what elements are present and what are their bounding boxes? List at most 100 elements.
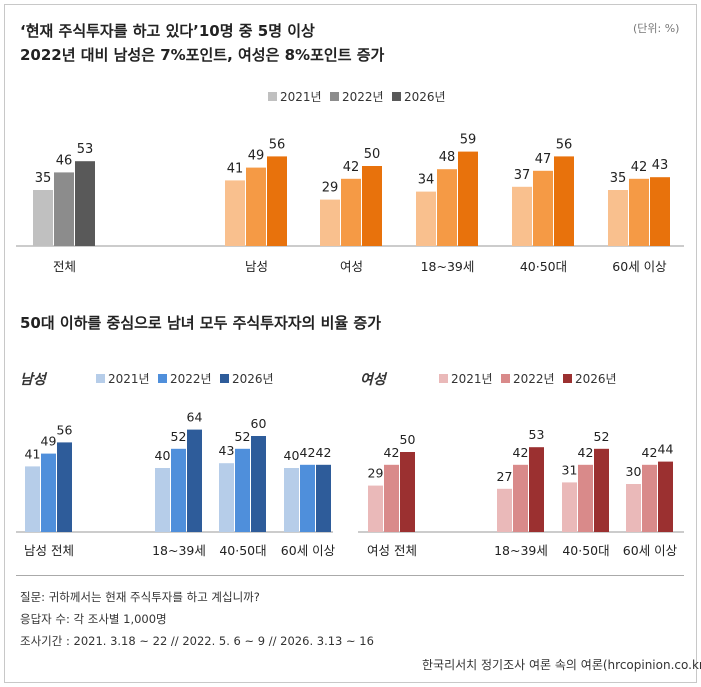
data-label: 31 (562, 462, 578, 477)
data-label: 42 (631, 160, 648, 175)
legend-label: 2021년 (108, 372, 150, 386)
bar (594, 448, 609, 532)
data-label: 60 (251, 416, 267, 431)
category-label: 18~39세 (421, 259, 475, 274)
data-label: 35 (610, 171, 627, 186)
panel-label: 남성 (20, 372, 48, 388)
bar (533, 170, 553, 246)
bar (171, 448, 186, 532)
bar (384, 464, 399, 532)
data-label: 35 (35, 171, 52, 186)
bar (629, 178, 649, 246)
bar (608, 190, 628, 246)
category-label: 전체 (53, 259, 76, 274)
category-label: 18~39세 (152, 543, 206, 558)
bar (658, 461, 673, 532)
legend-label: 2021년 (280, 90, 322, 104)
data-label: 64 (187, 410, 203, 425)
bar (187, 429, 202, 532)
data-label: 56 (57, 422, 73, 437)
data-label: 49 (41, 434, 57, 449)
bar (512, 186, 532, 246)
legend-label: 2022년 (170, 372, 212, 386)
chart-frame (4, 4, 697, 683)
bar (650, 177, 670, 246)
footer-divider (16, 575, 684, 576)
bar (284, 468, 299, 532)
legend-swatch (392, 92, 401, 101)
legend-label: 2022년 (342, 90, 384, 104)
data-label: 42 (316, 445, 332, 460)
data-label: 42 (343, 160, 360, 175)
bar (513, 464, 528, 532)
bar (400, 452, 415, 532)
bar (251, 436, 266, 532)
legend-swatch (501, 374, 510, 383)
bar (75, 161, 95, 246)
panel-label: 여성 (360, 372, 388, 388)
legend-label: 2026년 (232, 372, 274, 386)
data-label: 53 (529, 427, 545, 442)
respondents-note: 응답자 수: 각 조사별 1,000명 (20, 612, 167, 626)
bar (235, 448, 250, 532)
data-label: 53 (77, 142, 94, 157)
bar (155, 468, 170, 532)
bar (54, 172, 74, 246)
data-label: 46 (56, 153, 73, 168)
legend-swatch (96, 374, 105, 383)
bar (33, 190, 53, 246)
data-label: 56 (269, 137, 286, 152)
section2-title: 50대 이하를 중심으로 남녀 모두 주식투자자의 비율 증가 (20, 314, 382, 332)
data-label: 27 (497, 469, 513, 484)
chart-title-line2: 2022년 대비 남성은 7%포인트, 여성은 8%포인트 증가 (20, 46, 385, 64)
bar (497, 488, 512, 532)
bar (267, 156, 287, 246)
question-note: 질문: 귀하께서는 현재 주식투자를 하고 계십니까? (20, 590, 260, 604)
category-label: 남성 (245, 259, 268, 274)
data-label: 40 (155, 448, 171, 463)
bar (219, 463, 234, 532)
data-label: 52 (594, 429, 610, 444)
data-label: 59 (460, 133, 477, 148)
bar (362, 166, 382, 246)
legend-swatch (563, 374, 572, 383)
data-label: 41 (25, 446, 41, 461)
bar (437, 169, 457, 246)
bar (41, 453, 56, 532)
legend-swatch (220, 374, 229, 383)
data-label: 44 (658, 442, 674, 457)
bar (316, 464, 331, 532)
category-label: 40·50대 (562, 543, 609, 558)
bar (642, 464, 657, 532)
unit-label: (단위: %) (633, 22, 680, 35)
legend-swatch (158, 374, 167, 383)
bar (57, 442, 72, 532)
data-label: 42 (384, 445, 400, 460)
bar (368, 485, 383, 532)
data-label: 37 (514, 168, 531, 183)
bar (341, 178, 361, 246)
bar (25, 466, 40, 532)
legend-label: 2026년 (404, 90, 446, 104)
data-label: 47 (535, 152, 552, 167)
bar (562, 482, 577, 532)
data-label: 43 (652, 158, 669, 173)
data-label: 34 (418, 173, 435, 188)
legend-swatch (439, 374, 448, 383)
bar (225, 180, 245, 246)
data-label: 42 (642, 445, 658, 460)
category-label: 60세 이상 (281, 543, 336, 558)
data-label: 50 (364, 147, 381, 162)
legend-label: 2021년 (451, 372, 493, 386)
data-label: 30 (626, 464, 642, 479)
overall-bar-chart: 2021년 2022년 2026년 35 46 53 전체 41 49 56 남성 29 42 50 여성 3… (16, 90, 684, 274)
legend-swatch (330, 92, 339, 101)
chart-title-line1: ‘현재 주식투자를 하고 있다’10명 중 5명 이상 (20, 22, 315, 40)
category-label: 여성 (340, 259, 363, 274)
data-label: 41 (227, 161, 244, 176)
category-label: 60세 이상 (623, 543, 678, 558)
bar (554, 156, 574, 246)
source-note: 한국리서치 정기조사 여론 속의 여론(hrcopinion.co.kr) (422, 658, 701, 672)
